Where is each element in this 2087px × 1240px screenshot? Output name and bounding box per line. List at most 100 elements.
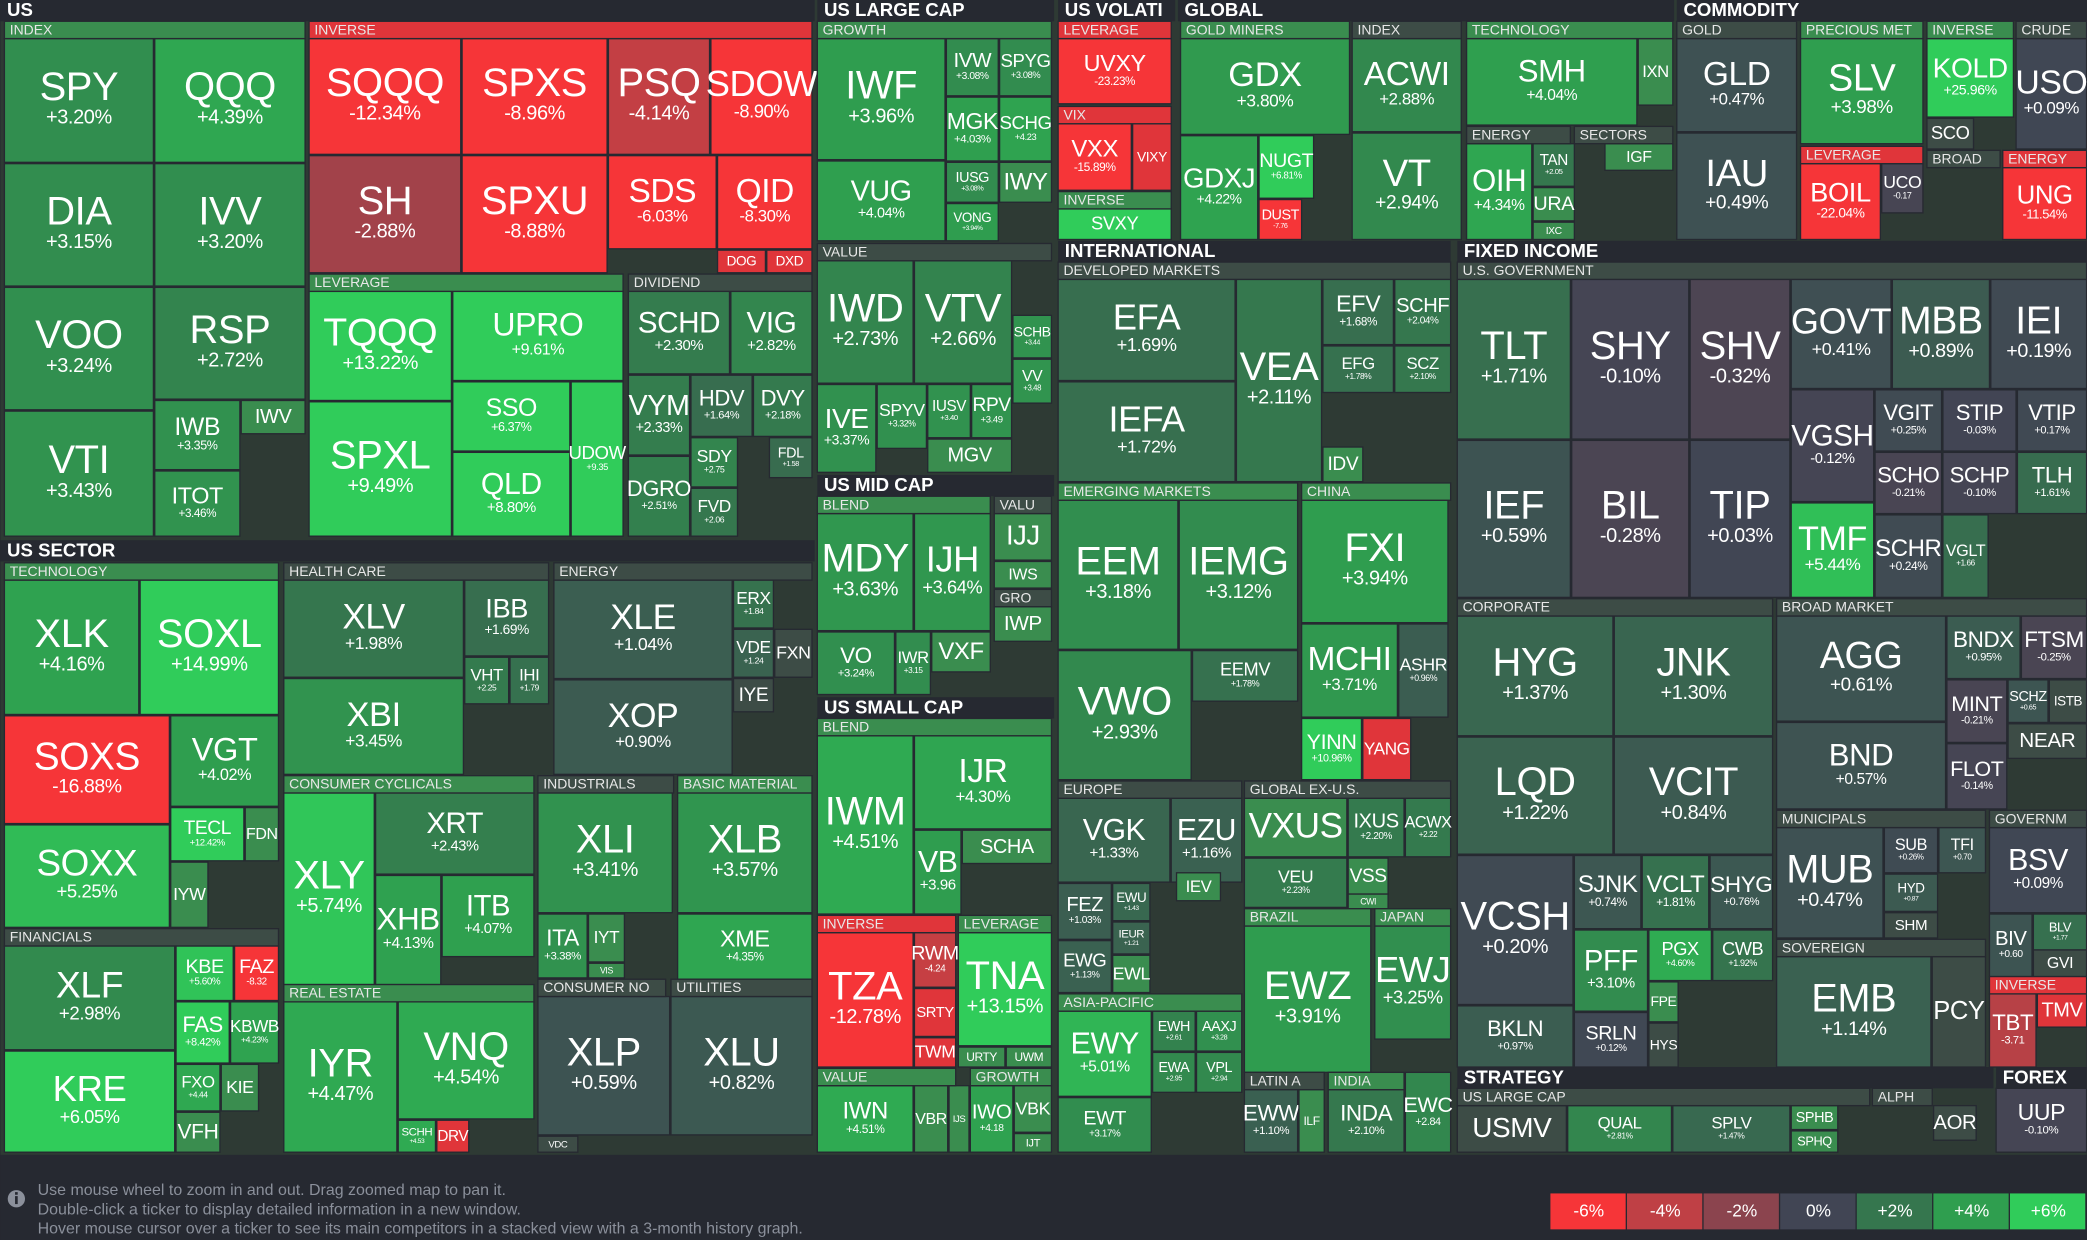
ticker-tile[interactable]: SOXS-16.88% <box>3 715 171 825</box>
ticker-tile[interactable]: IJJ <box>993 512 1053 561</box>
tile[interactable] <box>913 931 957 988</box>
tile[interactable] <box>998 37 1053 97</box>
tile[interactable] <box>1926 117 1975 150</box>
ticker-tile[interactable]: UWM <box>1005 1046 1053 1068</box>
tile[interactable] <box>998 96 1053 162</box>
tile[interactable] <box>229 1001 280 1064</box>
tile[interactable] <box>993 512 1053 561</box>
ticker-tile[interactable]: EWZ+3.91% <box>1243 925 1372 1074</box>
tile[interactable] <box>1362 717 1412 781</box>
ticker-tile[interactable]: GLD+0.47% <box>1676 37 1798 133</box>
tile[interactable] <box>2032 913 2087 951</box>
tile[interactable] <box>732 677 775 713</box>
ticker-tile[interactable]: SCHH+4.53 <box>397 1119 437 1153</box>
tile[interactable] <box>308 290 453 402</box>
ticker-tile[interactable]: FAZ-8.32 <box>233 945 280 1002</box>
tile[interactable] <box>913 260 1013 384</box>
ticker-tile[interactable]: VCSH+0.20% <box>1456 854 1574 1006</box>
ticker-tile[interactable]: RPV+3.49 <box>970 383 1013 439</box>
tile[interactable] <box>1456 1104 1568 1153</box>
ticker-tile[interactable]: IVV+3.20% <box>154 162 306 287</box>
ticker-tile[interactable]: BIL-0.28% <box>1571 439 1690 599</box>
tile[interactable] <box>1178 499 1299 650</box>
tile[interactable] <box>1456 854 1574 1006</box>
ticker-tile[interactable]: IWS <box>993 560 1053 589</box>
ticker-tile[interactable]: VBK <box>1013 1085 1053 1133</box>
ticker-tile[interactable]: XBI+3.45% <box>283 677 465 775</box>
tile[interactable] <box>1057 208 1172 241</box>
ticker-tile[interactable]: VCIT+0.84% <box>1613 736 1774 855</box>
tile[interactable] <box>1191 649 1299 702</box>
ticker-tile[interactable]: DOG <box>716 249 767 274</box>
ticker-tile[interactable]: IYR+4.47% <box>283 1001 398 1153</box>
ticker-tile[interactable]: NEAR <box>2007 723 2087 760</box>
ticker-tile[interactable]: KRE+6.05% <box>3 1050 176 1153</box>
ticker-tile[interactable]: SDY+2.75 <box>690 437 739 488</box>
tile[interactable] <box>816 931 914 1068</box>
tile[interactable] <box>1151 1010 1196 1052</box>
ticker-tile[interactable]: BNDX+0.95% <box>1946 615 2021 680</box>
ticker-tile[interactable]: IAU+0.49% <box>1676 132 1798 241</box>
ticker-tile[interactable]: FXN <box>774 628 813 678</box>
tile[interactable] <box>895 631 932 696</box>
ticker-tile[interactable]: RSP+2.72% <box>154 286 306 400</box>
ticker-tile[interactable]: DRV <box>436 1119 470 1153</box>
ticker-tile[interactable]: ITB+4.07% <box>441 874 535 958</box>
tile[interactable] <box>732 579 775 629</box>
ticker-tile[interactable]: IVW+3.08% <box>945 37 999 97</box>
tile[interactable] <box>927 438 1013 473</box>
ticker-tile[interactable]: XLK+4.16% <box>3 579 140 716</box>
ticker-tile[interactable]: IJR+4.30% <box>913 735 1053 830</box>
ticker-tile[interactable]: VDE+1.24 <box>732 628 775 678</box>
tile[interactable] <box>716 249 767 274</box>
tile[interactable] <box>768 437 813 479</box>
tile[interactable] <box>537 995 671 1136</box>
ticker-tile[interactable]: MBB+0.89% <box>1891 278 1991 390</box>
ticker-tile[interactable]: FLOT-0.14% <box>1946 743 2008 810</box>
ticker-tile[interactable]: EFV+1.68% <box>1322 278 1395 346</box>
ticker-tile[interactable]: SCHA <box>961 829 1053 865</box>
ticker-tile[interactable]: KBWB+4.23% <box>229 1001 280 1064</box>
tile[interactable] <box>175 1063 221 1112</box>
tile[interactable] <box>3 162 155 287</box>
tile[interactable] <box>1790 1130 1839 1153</box>
ticker-tile[interactable]: SCHG+4.23 <box>998 96 1053 162</box>
ticker-tile[interactable]: TIP+0.03% <box>1689 439 1791 599</box>
ticker-tile[interactable]: VWO+2.93% <box>1057 649 1192 781</box>
tile[interactable] <box>913 829 962 915</box>
tile[interactable] <box>1012 314 1053 359</box>
ticker-tile[interactable]: VOO+3.24% <box>3 286 155 411</box>
tile[interactable] <box>1351 37 1462 133</box>
ticker-tile[interactable]: GOVT+0.41% <box>1790 278 1892 390</box>
ticker-tile[interactable]: SHYG+0.76% <box>1709 854 1774 930</box>
ticker-tile[interactable]: QQQ+4.39% <box>154 37 306 163</box>
ticker-tile[interactable]: XLI+3.41% <box>537 792 673 914</box>
tile[interactable] <box>1013 1085 1053 1133</box>
ticker-tile[interactable]: DGRO+2.51% <box>627 455 692 537</box>
ticker-tile[interactable]: INDA+2.10% <box>1327 1088 1405 1153</box>
ticker-tile[interactable]: HYD+0.87 <box>1883 873 1939 913</box>
tile[interactable] <box>1988 993 2037 1068</box>
tile[interactable] <box>1327 1088 1405 1153</box>
ticker-tile[interactable]: VBR <box>913 1085 949 1153</box>
ticker-tile[interactable]: TQQQ+13.22% <box>308 290 453 402</box>
tile[interactable] <box>587 962 626 979</box>
tile[interactable] <box>1131 123 1172 191</box>
tile[interactable] <box>570 381 624 537</box>
tile[interactable] <box>676 913 813 980</box>
tile[interactable] <box>244 806 280 862</box>
ticker-tile[interactable]: HYS <box>1648 1022 1679 1068</box>
ticker-tile[interactable]: UVXY-23.23% <box>1057 37 1172 105</box>
tile[interactable] <box>452 381 571 452</box>
tile[interactable] <box>1394 278 1452 346</box>
ticker-tile[interactable]: DUST-7.76 <box>1258 198 1303 241</box>
ticker-tile[interactable]: TLT+1.71% <box>1456 278 1572 440</box>
tile[interactable] <box>154 399 241 471</box>
ticker-tile[interactable]: XME+4.35% <box>676 913 813 980</box>
tile[interactable] <box>1689 439 1791 599</box>
tile[interactable] <box>3 410 155 537</box>
ticker-tile[interactable]: VGIT+0.25% <box>1874 389 1943 452</box>
ticker-tile[interactable]: VIS <box>587 962 626 979</box>
tile[interactable] <box>1235 278 1323 483</box>
tile[interactable] <box>1942 451 2017 515</box>
